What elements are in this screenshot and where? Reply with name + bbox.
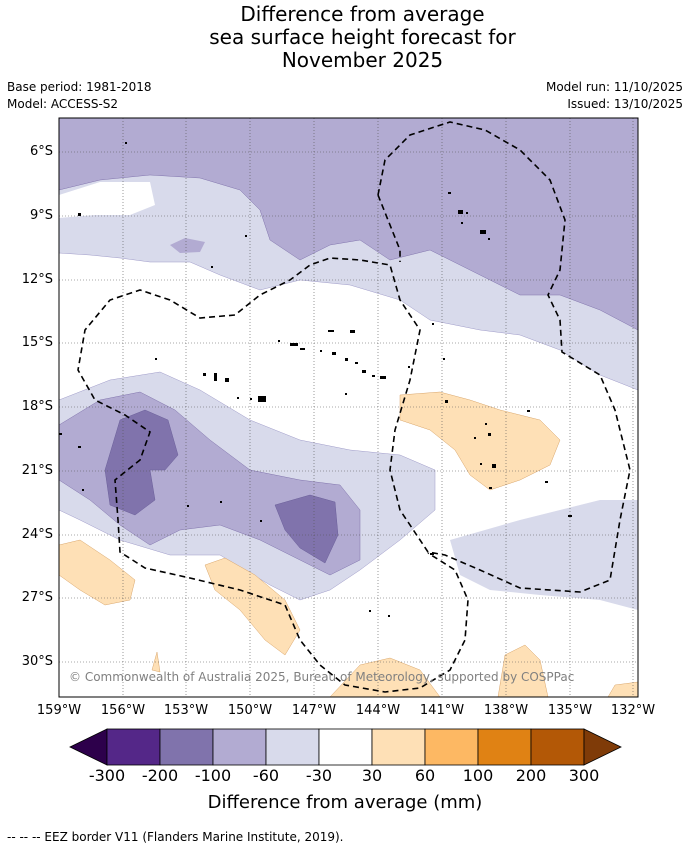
eez-footnote: -- -- -- EEZ border V11 (Flanders Marine… — [7, 830, 344, 844]
colorbar-segment-8 — [477, 728, 532, 766]
lat-label-18s: 18°S — [21, 399, 53, 414]
lon-label-132w: 132°W — [610, 703, 656, 718]
colorbar — [69, 728, 622, 766]
colorbar-segment-9 — [530, 728, 585, 766]
lon-label-153w: 153°W — [163, 703, 209, 718]
lat-label-30s: 30°S — [21, 654, 53, 669]
model-run: Model run: 11/10/2025 — [545, 80, 683, 94]
colorbar-tick-10: 300 — [568, 766, 600, 785]
colorbar-title: Difference from average (mm) — [207, 792, 483, 813]
map-area: © Commonwealth of Australia 2025, Bureau… — [59, 118, 638, 697]
lat-label-24s: 24°S — [21, 527, 53, 542]
colorbar-segment-4 — [265, 728, 320, 766]
colorbar-tick-4: -60 — [252, 766, 280, 785]
colorbar-arrow-high — [583, 728, 622, 766]
map-title: Difference from average sea surface heig… — [0, 3, 690, 72]
map-frame — [58, 117, 639, 698]
lat-label-6s: 6°S — [29, 144, 53, 159]
anomaly-region-orange-east — [399, 391, 561, 491]
lat-label-12s: 12°S — [21, 272, 53, 287]
colorbar-segment-7 — [424, 728, 479, 766]
anomaly-region-orange-central — [204, 557, 301, 656]
colorbar-tick-5: -30 — [305, 766, 333, 785]
meta-left: Base period: 1981-2018 Model: ACCESS-S2 — [7, 79, 152, 113]
anomaly-region-neutral-hole — [59, 182, 155, 218]
lat-label-27s: 27°S — [21, 590, 53, 605]
anomaly-region-mid-purple-small — [170, 238, 205, 253]
colorbar-tick-6: 30 — [361, 766, 383, 785]
lon-label-159w: 159°W — [36, 703, 82, 718]
colorbar-arrow-low — [69, 728, 108, 766]
title-line-2: sea surface height forecast for — [209, 25, 516, 49]
lon-label-156w: 156°W — [100, 703, 146, 718]
title-line-3: November 2025 — [281, 48, 444, 72]
anomaly-region-orange-sw — [59, 539, 136, 606]
colorbar-tick-8: 100 — [462, 766, 494, 785]
meta-right: Model run: 11/10/2025 Issued: 13/10/2025 — [546, 79, 683, 113]
lat-label-15s: 15°S — [21, 335, 53, 350]
lat-label-9s: 9°S — [29, 208, 53, 223]
eez-border-north — [77, 121, 631, 693]
issued-date: Issued: 13/10/2025 — [567, 97, 683, 111]
lon-label-147w: 147°W — [291, 703, 337, 718]
islands — [59, 142, 572, 617]
colorbar-segment-6 — [371, 728, 426, 766]
colorbar-tick-7: 60 — [414, 766, 436, 785]
anomaly-region-mid-purple-north — [59, 118, 638, 331]
lon-label-141w: 141°W — [419, 703, 465, 718]
lon-label-138w: 138°W — [483, 703, 529, 718]
title-line-1: Difference from average — [240, 2, 485, 26]
colorbar-tick-3: -100 — [194, 766, 232, 785]
anomaly-region-light-purple-se — [450, 500, 638, 610]
colorbar-tick-2: -200 — [141, 766, 179, 785]
colorbar-segment-2 — [159, 728, 214, 766]
lon-label-144w: 144°W — [355, 703, 401, 718]
lat-label-21s: 21°S — [21, 463, 53, 478]
lon-label-150w: 150°W — [227, 703, 273, 718]
colorbar-segment-5 — [318, 728, 373, 766]
model-name: Model: ACCESS-S2 — [7, 97, 119, 111]
lon-label-135w: 135°W — [547, 703, 593, 718]
colorbar-tick-9: 200 — [515, 766, 547, 785]
anomaly-region-orange-far-se — [607, 681, 638, 697]
colorbar-segment-1 — [106, 728, 161, 766]
colorbar-segment-3 — [212, 728, 267, 766]
copyright-notice: © Commonwealth of Australia 2025, Bureau… — [69, 670, 574, 684]
map-gridlines — [59, 118, 638, 697]
colorbar-tick-1: -300 — [88, 766, 126, 785]
base-period: Base period: 1981-2018 — [7, 80, 152, 94]
